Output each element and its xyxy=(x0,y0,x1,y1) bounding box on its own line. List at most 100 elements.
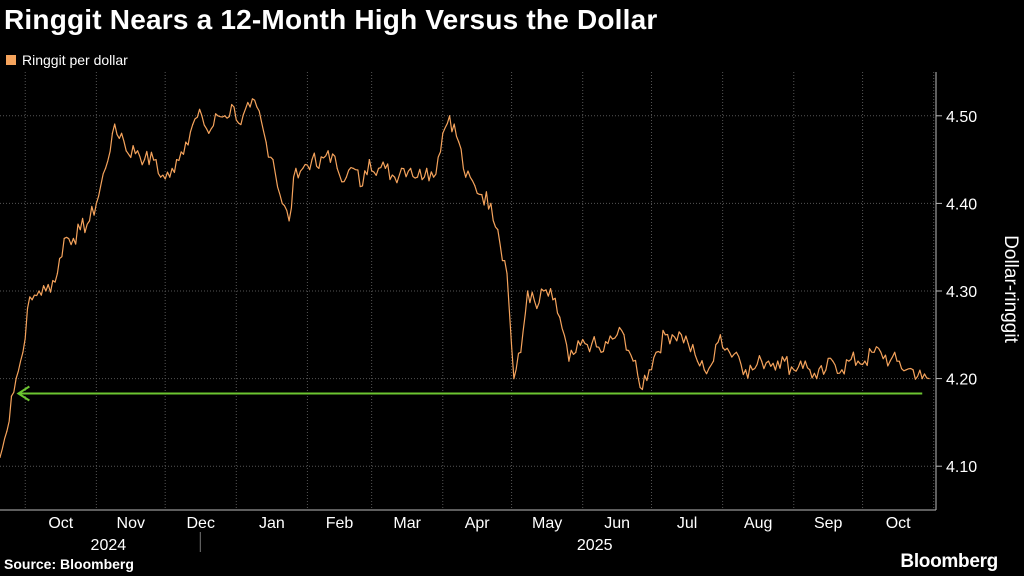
data-point xyxy=(921,378,923,380)
x-tick-label: Aug xyxy=(744,515,772,532)
data-point xyxy=(208,132,210,134)
data-point xyxy=(31,299,33,301)
data-point xyxy=(527,290,529,292)
data-point xyxy=(793,369,795,371)
data-point xyxy=(432,176,435,178)
data-point xyxy=(281,202,283,204)
data-point xyxy=(648,369,650,371)
data-point xyxy=(384,167,387,169)
data-point xyxy=(125,150,127,152)
data-point xyxy=(155,159,157,161)
data-point xyxy=(728,351,731,353)
data-point xyxy=(664,334,666,336)
data-point xyxy=(302,167,304,169)
data-point xyxy=(777,360,779,362)
series-group xyxy=(0,98,930,459)
data-point xyxy=(506,272,508,275)
data-point xyxy=(22,351,24,353)
data-point xyxy=(345,176,348,178)
data-point xyxy=(474,185,476,187)
data-point xyxy=(201,115,203,117)
data-point xyxy=(393,176,396,178)
data-point xyxy=(825,369,827,371)
data-point xyxy=(513,378,515,380)
data-point xyxy=(265,141,267,143)
data-point xyxy=(744,369,747,371)
data-point xyxy=(88,220,91,222)
data-point xyxy=(38,290,40,292)
chart-title: Ringgit Nears a 12-Month High Versus the… xyxy=(4,4,658,35)
data-point xyxy=(159,176,162,178)
data-point xyxy=(272,159,274,161)
x-tick-label: Sep xyxy=(814,515,843,532)
data-point xyxy=(352,167,354,169)
data-point xyxy=(809,369,811,371)
bloomberg-logo: Bloomberg xyxy=(900,551,998,572)
data-point xyxy=(696,360,699,362)
data-point xyxy=(816,378,818,380)
data-point xyxy=(490,202,492,204)
data-point xyxy=(481,194,483,196)
data-point xyxy=(56,272,58,275)
y-tick-label: 4.40 xyxy=(946,196,977,213)
data-point xyxy=(703,369,705,371)
data-point xyxy=(72,237,75,240)
data-point xyxy=(6,430,8,432)
data-point xyxy=(63,237,65,240)
data-point xyxy=(104,167,107,169)
data-point xyxy=(552,299,554,301)
data-point xyxy=(848,360,850,362)
data-point xyxy=(111,132,114,134)
data-point xyxy=(192,123,194,126)
data-point xyxy=(873,351,875,353)
data-point xyxy=(655,351,657,353)
data-point xyxy=(449,115,451,117)
legend: Ringgit per dollar xyxy=(6,52,128,68)
data-point xyxy=(442,132,444,134)
x-tick-label: Jun xyxy=(604,515,630,532)
data-point xyxy=(607,342,609,345)
data-point xyxy=(591,342,593,345)
data-point xyxy=(295,167,297,169)
year-label: 2025 xyxy=(577,537,613,554)
data-point xyxy=(543,290,545,292)
data-point xyxy=(10,395,13,397)
year-label: 2024 xyxy=(91,537,127,554)
y-tick-label: 4.50 xyxy=(946,109,977,126)
x-tick-label: Nov xyxy=(117,515,145,532)
x-tick-label: Jan xyxy=(259,515,285,532)
data-point xyxy=(751,369,754,371)
data-point xyxy=(800,360,802,362)
data-point xyxy=(249,106,251,108)
data-point xyxy=(928,378,930,380)
data-point xyxy=(169,176,171,178)
data-point xyxy=(45,290,47,292)
data-point xyxy=(719,334,721,336)
data-point xyxy=(687,342,689,345)
data-point xyxy=(889,360,891,362)
data-point xyxy=(256,106,258,108)
data-point xyxy=(575,351,577,353)
y-tick-label: 4.20 xyxy=(946,372,977,389)
x-tick-label: May xyxy=(532,515,562,532)
x-tick-label: Jul xyxy=(677,515,697,532)
data-point xyxy=(767,360,770,362)
data-point xyxy=(95,202,97,204)
data-point xyxy=(735,351,738,353)
data-point xyxy=(761,360,763,362)
data-point xyxy=(520,351,522,353)
data-point xyxy=(143,159,146,161)
legend-swatch xyxy=(6,55,16,65)
data-point xyxy=(600,351,602,353)
data-point xyxy=(410,167,412,169)
data-point xyxy=(377,167,380,169)
data-point xyxy=(318,167,320,169)
data-point xyxy=(336,167,338,169)
data-point xyxy=(240,123,242,126)
x-tick-label: Dec xyxy=(187,515,215,532)
data-point xyxy=(671,334,673,336)
x-tick-label: Apr xyxy=(465,515,491,532)
data-point xyxy=(783,360,786,362)
